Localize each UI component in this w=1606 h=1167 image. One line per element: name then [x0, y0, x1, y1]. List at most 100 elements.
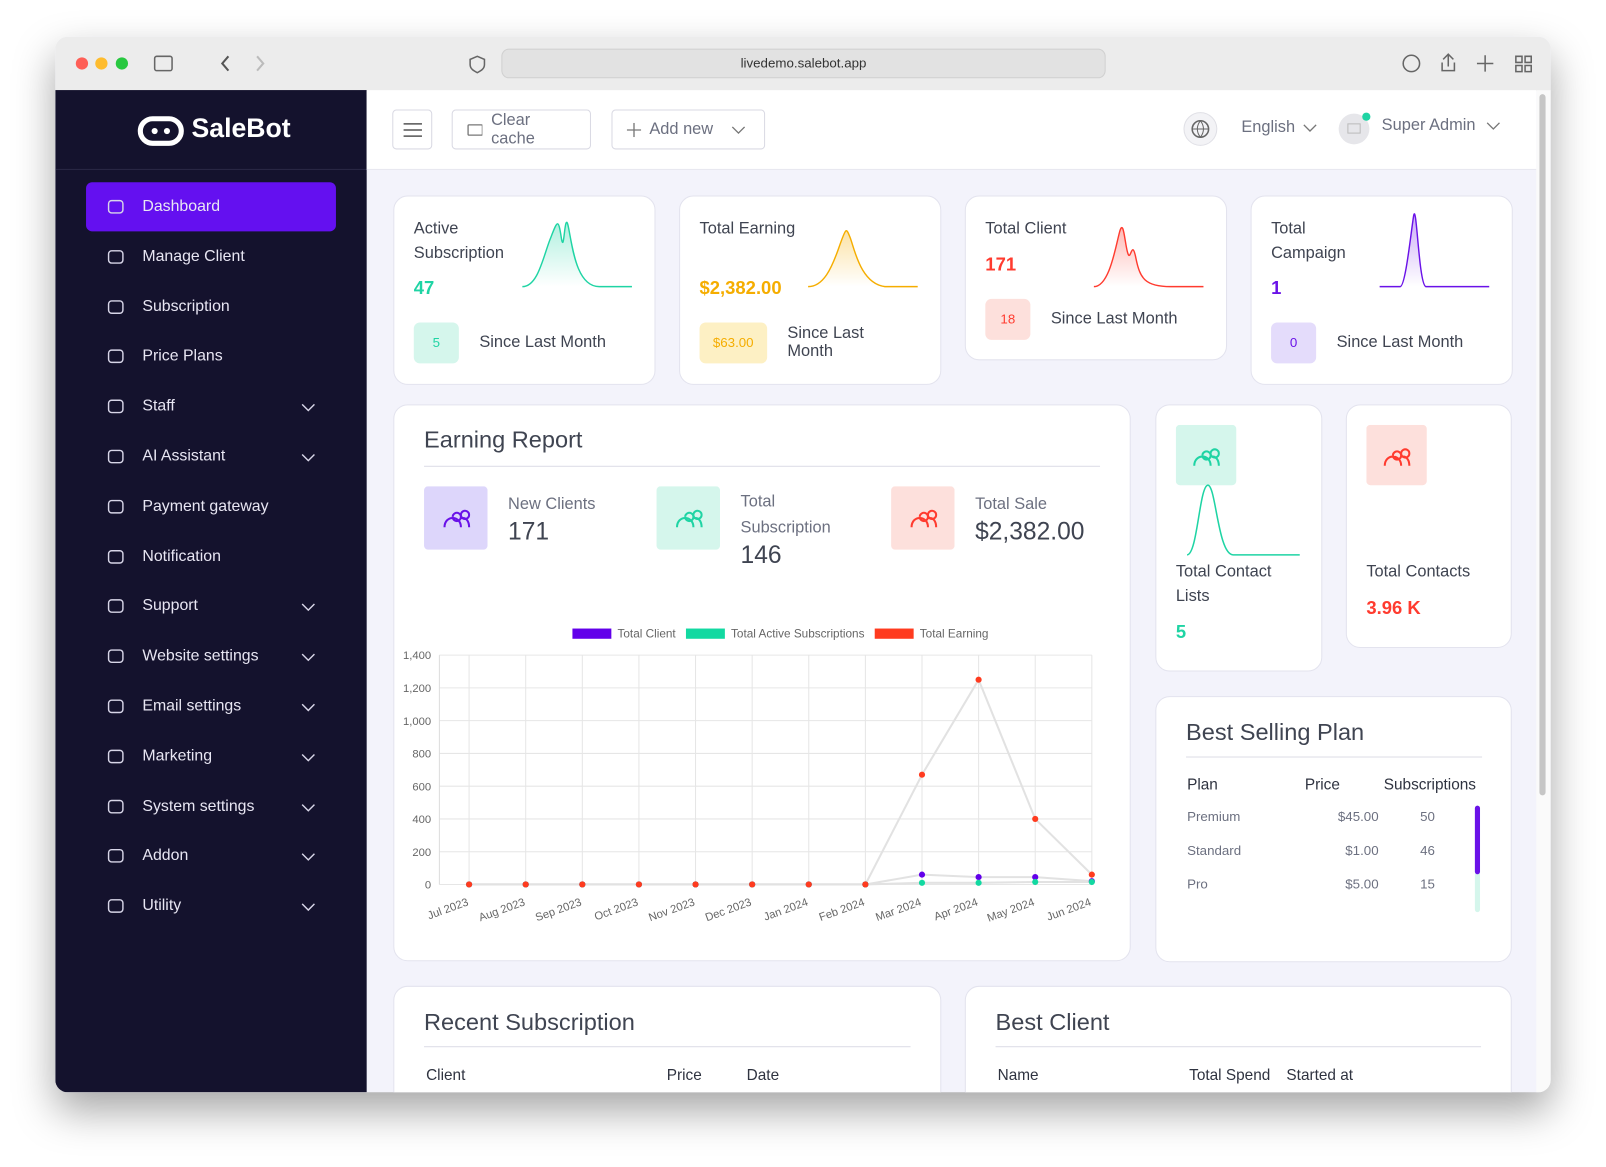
menu-item[interactable]: Addon [86, 832, 336, 881]
chevron-path [301, 803, 315, 812]
divider [1186, 756, 1483, 758]
browser-window: livedemo.salebot.app SaleBot Dashboard Ma… [55, 36, 1551, 1093]
menu-icon [107, 549, 124, 564]
card-title: Recent Subscription [424, 1008, 635, 1035]
chevron-path [301, 454, 315, 462]
cache-icon [467, 123, 483, 136]
recent-subscription-card: Recent Subscription Client Price Date [393, 985, 942, 1093]
legend-swatch [572, 628, 612, 639]
scroll-track [1474, 805, 1481, 913]
menu-item[interactable]: System settings [86, 782, 336, 831]
menu-item[interactable]: Utility [86, 882, 336, 931]
column-header: Started at [1286, 1066, 1354, 1085]
data-point [918, 879, 926, 886]
chevron [301, 753, 315, 762]
minimize-button[interactable] [95, 57, 108, 70]
menu-label: Staff [142, 397, 175, 415]
menu-item[interactable]: Price Plans [86, 332, 336, 381]
chevron [301, 853, 315, 862]
close-button[interactable] [75, 57, 89, 70]
summary-label: Total Sale [975, 495, 1048, 513]
sparkline [1379, 213, 1490, 288]
download-icon[interactable] [1402, 54, 1421, 73]
divider [995, 1046, 1482, 1048]
stat-title: Active Subscription [413, 220, 504, 263]
x-tick-label: May 2024 [986, 896, 1037, 924]
icon-shape [107, 849, 124, 864]
clear-cache-button[interactable]: Clear cache [451, 109, 591, 150]
menu-icon [107, 349, 124, 364]
menu-item[interactable]: Support [86, 582, 336, 631]
divider [55, 168, 367, 170]
sidebar-toggle[interactable] [153, 55, 173, 72]
column-header: Name [997, 1066, 1039, 1085]
sparkline-line [522, 221, 632, 288]
data-point [749, 881, 756, 888]
add-new-button[interactable]: Add new [611, 109, 766, 150]
forward-button[interactable] [256, 55, 265, 72]
menu-label: Price Plans [142, 347, 223, 365]
menu-item[interactable]: Dashboard [86, 182, 336, 232]
icon-shape [107, 349, 124, 364]
change-note: Since Last Month [1050, 310, 1178, 328]
stat-card: Total Campaign 1 0 Since Last Month [1250, 195, 1513, 385]
column-header: Total Spend [1189, 1066, 1271, 1085]
menu-icon [107, 649, 124, 664]
menu-item[interactable]: Website settings [86, 632, 336, 681]
menu-label: Notification [142, 547, 221, 565]
address-bar[interactable] [501, 48, 1106, 79]
url: livedemo.salebot.app [740, 55, 867, 71]
chevron-path [301, 903, 315, 912]
summary-label: Total Subscription [740, 493, 831, 537]
menu-label: Marketing [142, 747, 213, 765]
icon-shape [107, 549, 124, 564]
menu-item[interactable]: Marketing [86, 732, 336, 781]
icon-shape [107, 749, 124, 764]
menu-icon [107, 299, 124, 314]
icon-shape [107, 249, 124, 264]
data-point [975, 676, 982, 683]
chevron [301, 903, 315, 912]
tabs-icon[interactable] [1515, 55, 1532, 73]
menu-label: Addon [142, 846, 189, 865]
legend-label: Total Earning [920, 628, 989, 641]
chevron-path [301, 653, 315, 662]
chevron [301, 653, 315, 662]
user-name: Super Admin [1381, 116, 1476, 135]
column-header: Client [426, 1066, 466, 1085]
contact-icon [1175, 424, 1237, 486]
menu-item[interactable]: Payment gateway [86, 482, 336, 531]
menu-item[interactable]: Staff [86, 382, 336, 431]
avatar[interactable] [1338, 110, 1375, 147]
menu-item[interactable]: AI Assistant [86, 432, 336, 481]
user-menu[interactable]: Super Admin [1382, 117, 1500, 135]
best-selling-plan-card: Best Selling Plan Plan Price Subscriptions… [1155, 696, 1512, 963]
zoom-button[interactable] [115, 57, 129, 70]
new-tab-icon[interactable] [1476, 55, 1494, 72]
change-badge: $63.00 [699, 322, 767, 364]
back-button[interactable] [220, 55, 230, 72]
language-icon[interactable] [1182, 111, 1219, 148]
shield-icon [469, 55, 486, 74]
summary-icon [424, 486, 488, 550]
table-cell: Premium [1187, 808, 1241, 825]
y-tick-label: 400 [412, 814, 431, 826]
share-icon[interactable] [1441, 53, 1456, 72]
scroll-thumb[interactable] [1539, 94, 1546, 796]
data-point [1032, 874, 1039, 881]
menu-icon [107, 899, 124, 914]
column-header: Plan [1187, 775, 1218, 794]
menu-item[interactable]: Email settings [86, 682, 336, 731]
y-tick-label: 1,000 [403, 716, 431, 728]
menu-item[interactable]: Subscription [86, 282, 336, 331]
menu-item[interactable]: Notification [86, 532, 336, 581]
menu-toggle[interactable] [392, 109, 433, 150]
language-select[interactable]: English [1241, 119, 1318, 137]
x-tick-label: Jun 2024 [1045, 896, 1093, 923]
data-point [692, 881, 699, 888]
scroll-thumb[interactable] [1474, 805, 1481, 875]
table-cell: Standard [1187, 842, 1242, 858]
menu-icon [107, 849, 124, 864]
menu-item[interactable]: Manage Client [86, 232, 336, 281]
table-cell: 15 [1420, 876, 1435, 892]
